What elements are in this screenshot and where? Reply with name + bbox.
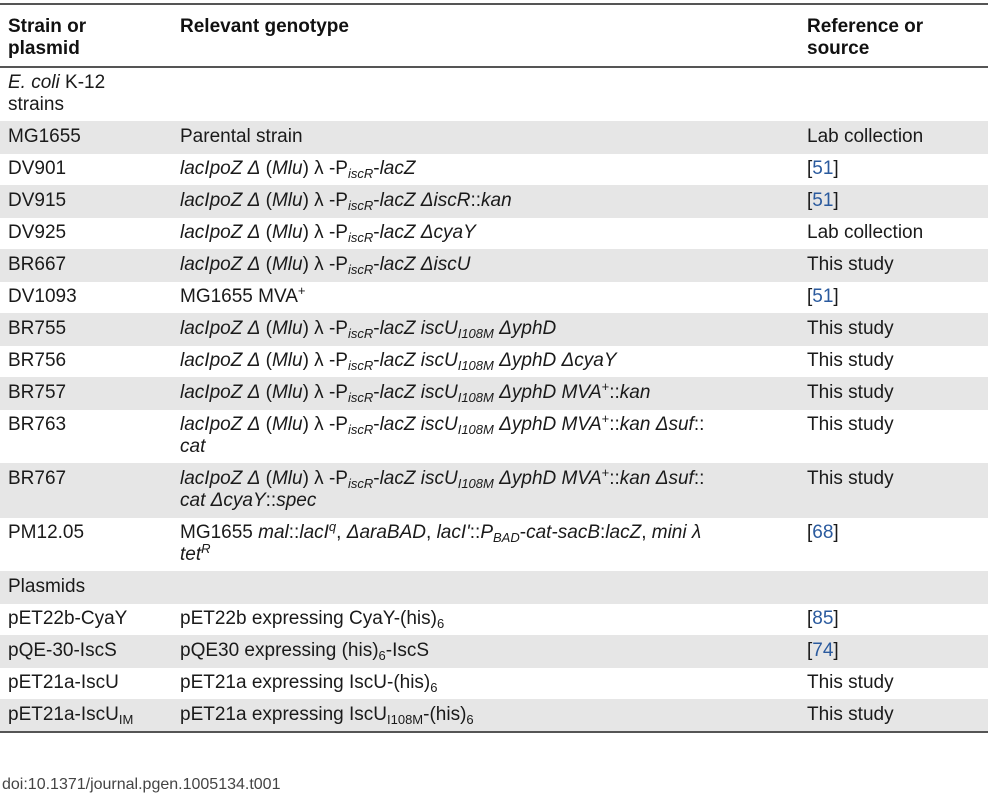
cell-strain: BR763 — [0, 409, 172, 464]
cell-genotype: lacIpoZ Δ (Mlu) λ -PiscR-lacZ ΔiscU — [172, 249, 799, 282]
cell-genotype: lacIpoZ Δ (Mlu) λ -PiscR-lacZ iscUI108M … — [172, 463, 799, 518]
table-row: BR767 lacIpoZ Δ (Mlu) λ -PiscR-lacZ iscUI… — [0, 463, 988, 518]
table-row: pET21a-IscU pET21a expressing IscU-(his)6… — [0, 667, 988, 700]
cell-strain: Plasmids — [0, 571, 172, 604]
cell-strain: E. coli K-12 strains — [0, 67, 172, 122]
cell-strain: PM12.05 — [0, 517, 172, 572]
cell-reference — [799, 67, 988, 122]
section-row: E. coli K-12 strains — [0, 67, 988, 122]
cell-strain: pQE-30-IscS — [0, 635, 172, 668]
table-row: DV1093 MG1655 MVA+ [51] — [0, 281, 988, 314]
header-row: Strain or plasmid Relevant genotype Refer… — [0, 4, 988, 67]
table-row: BR756 lacIpoZ Δ (Mlu) λ -PiscR-lacZ iscUI… — [0, 345, 988, 378]
cell-genotype: pET21a expressing IscUI108M-(his)6 — [172, 699, 799, 733]
cell-strain: BR767 — [0, 463, 172, 518]
cell-genotype: lacIpoZ Δ (Mlu) λ -PiscR-lacZ ΔcyaY — [172, 217, 799, 250]
cell-reference: This study — [799, 345, 988, 378]
cell-reference: [68] — [799, 517, 988, 572]
cell-reference: [85] — [799, 603, 988, 636]
cell-strain: BR755 — [0, 313, 172, 346]
cell-genotype — [172, 571, 799, 604]
cell-reference: [74] — [799, 635, 988, 668]
cell-strain: pET21a-IscU — [0, 667, 172, 700]
table-row: BR755 lacIpoZ Δ (Mlu) λ -PiscR-lacZ iscUI… — [0, 313, 988, 346]
cell-reference: This study — [799, 409, 988, 464]
table-body: E. coli K-12 strains MG1655 Parental strain… — [0, 67, 988, 733]
cell-strain: pET21a-IscUIM — [0, 699, 172, 733]
cell-genotype: MG1655 mal::lacIq, ΔaraBAD, lacI'::PBAD-… — [172, 517, 799, 572]
cell-genotype: lacIpoZ Δ (Mlu) λ -PiscR-lacZ iscUI108M … — [172, 313, 799, 346]
cell-genotype: lacIpoZ Δ (Mlu) λ -PiscR-lacZ ΔiscR::kan — [172, 185, 799, 218]
cell-reference: [51] — [799, 153, 988, 186]
cell-reference: This study — [799, 313, 988, 346]
cell-genotype: lacIpoZ Δ (Mlu) λ -PiscR-lacZ iscUI108M … — [172, 409, 799, 464]
header-strain: Strain or plasmid — [8, 16, 87, 59]
cell-strain: DV925 — [0, 217, 172, 250]
cell-genotype: lacIpoZ Δ (Mlu) λ -PiscR-lacZ — [172, 153, 799, 186]
cell-genotype: MG1655 MVA+ — [172, 281, 799, 314]
cell-genotype: lacIpoZ Δ (Mlu) λ -PiscR-lacZ iscUI108M … — [172, 377, 799, 410]
table-row: pQE-30-IscS pQE30 expressing (his)6-IscS[… — [0, 635, 988, 668]
table-row: PM12.05 MG1655 mal::lacIq, ΔaraBAD, lacI'… — [0, 517, 988, 572]
cell-strain: BR667 — [0, 249, 172, 282]
cell-strain: DV915 — [0, 185, 172, 218]
table-row: DV901 lacIpoZ Δ (Mlu) λ -PiscR-lacZ [51] — [0, 153, 988, 186]
cell-reference: This study — [799, 667, 988, 700]
cell-genotype — [172, 67, 799, 122]
cell-strain: BR757 — [0, 377, 172, 410]
cell-strain: BR756 — [0, 345, 172, 378]
cell-strain: DV1093 — [0, 281, 172, 314]
cell-reference: This study — [799, 249, 988, 282]
section-row: Plasmids — [0, 571, 988, 604]
cell-reference: This study — [799, 699, 988, 733]
table-container: Strain or plasmid Relevant genotype Refer… — [0, 3, 988, 793]
header-reference: Reference or source — [807, 16, 924, 59]
table-row: MG1655 Parental strain Lab collection — [0, 121, 988, 154]
cell-reference: Lab collection — [799, 121, 988, 154]
cell-genotype: pQE30 expressing (his)6-IscS — [172, 635, 799, 668]
cell-reference: This study — [799, 463, 988, 518]
cell-reference: Lab collection — [799, 217, 988, 250]
table-row: pET22b-CyaY pET22b expressing CyaY-(his)6… — [0, 603, 988, 636]
cell-strain: DV901 — [0, 153, 172, 186]
doi-caption: doi:10.1371/journal.pgen.1005134.t001 — [2, 776, 281, 793]
header-genotype: Relevant genotype — [180, 16, 349, 37]
cell-reference — [799, 571, 988, 604]
table-row: DV925 lacIpoZ Δ (Mlu) λ -PiscR-lacZ ΔcyaY… — [0, 217, 988, 250]
cell-reference: This study — [799, 377, 988, 410]
table-row: BR667 lacIpoZ Δ (Mlu) λ -PiscR-lacZ ΔiscU… — [0, 249, 988, 282]
table-row: pET21a-IscUIM pET21a expressing IscUI108M… — [0, 699, 988, 733]
strains-table: Strain or plasmid Relevant genotype Refer… — [0, 3, 988, 733]
cell-genotype: Parental strain — [172, 121, 799, 154]
cell-strain: MG1655 — [0, 121, 172, 154]
cell-genotype: lacIpoZ Δ (Mlu) λ -PiscR-lacZ iscUI108M … — [172, 345, 799, 378]
table-row: BR757 lacIpoZ Δ (Mlu) λ -PiscR-lacZ iscUI… — [0, 377, 988, 410]
table-row: BR763 lacIpoZ Δ (Mlu) λ -PiscR-lacZ iscUI… — [0, 409, 988, 464]
table-header: Strain or plasmid Relevant genotype Refer… — [0, 4, 988, 67]
table-row: DV915 lacIpoZ Δ (Mlu) λ -PiscR-lacZ ΔiscR… — [0, 185, 988, 218]
cell-strain: pET22b-CyaY — [0, 603, 172, 636]
cell-reference: [51] — [799, 185, 988, 218]
cell-genotype: pET21a expressing IscU-(his)6 — [172, 667, 799, 700]
cell-reference: [51] — [799, 281, 988, 314]
cell-genotype: pET22b expressing CyaY-(his)6 — [172, 603, 799, 636]
